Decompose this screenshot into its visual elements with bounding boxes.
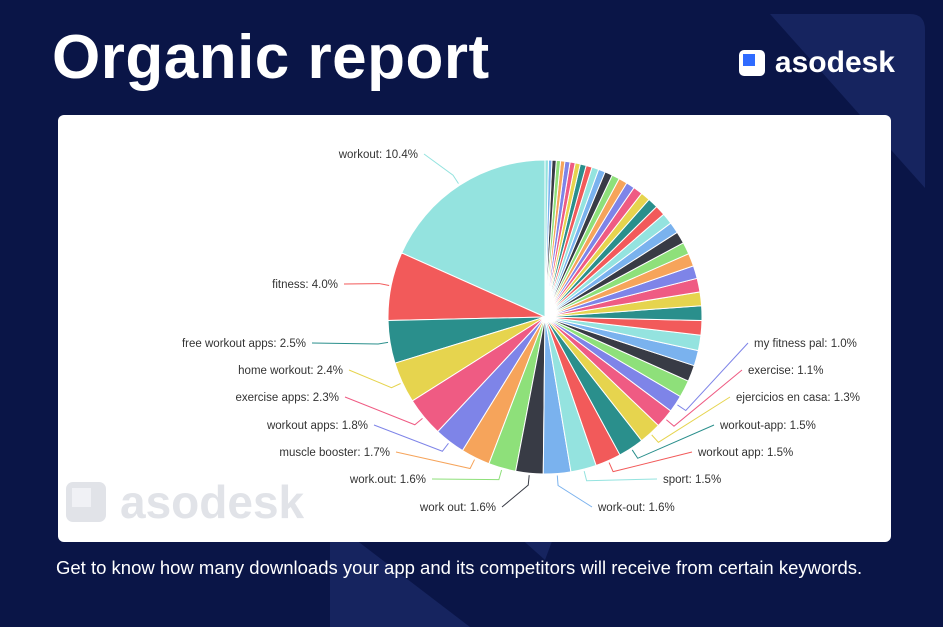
brand-logo: asodesk [738, 46, 895, 80]
pie-connector-line [666, 369, 743, 427]
pie-slice-label: exercise: 1.1% [748, 365, 823, 377]
pie-slice-label: sport: 1.5% [663, 474, 721, 486]
pie-slice-label: workout apps: 1.8% [266, 420, 368, 432]
pie-slice-label: workout app: 1.5% [697, 447, 793, 459]
chart-card: asodesk workout: 10.4% fitness: 4.0% free … [58, 115, 891, 542]
pie-slice-label: fitness: 4.0% [272, 279, 338, 291]
pie-connector-line [608, 451, 693, 473]
pie-connector-line [501, 475, 530, 508]
pie-slice-label: work-out: 1.6% [597, 502, 675, 514]
pie-connector-line [395, 451, 475, 470]
pie-slice-label: work.out: 1.6% [349, 474, 426, 486]
pie-connector-line [348, 369, 401, 389]
pie-connector-line [373, 424, 449, 452]
pie-slice [544, 159, 549, 318]
pie-slice-label: home workout: 2.4% [238, 365, 343, 377]
pie-connector-line [344, 396, 423, 426]
pie-connector-line [343, 283, 390, 287]
watermark-text: asodesk [120, 476, 305, 528]
asodesk-logo-icon [738, 50, 765, 76]
watermark: asodesk [66, 475, 304, 529]
pie-slice-label: work out: 1.6% [419, 502, 496, 514]
pie-connector-line [583, 470, 658, 482]
pie-connector-line [631, 424, 715, 459]
pie-slice-label: free workout apps: 2.5% [182, 338, 306, 350]
pie-slice-label: workout: 10.4% [338, 149, 418, 161]
pie-connector-line [677, 342, 749, 412]
pie-slice-labeled [401, 159, 546, 318]
pie-slice-label: muscle booster: 1.7% [279, 447, 390, 459]
pie-connector-line [651, 396, 731, 443]
pie-chart: workout: 10.4% fitness: 4.0% free workout … [182, 149, 860, 514]
pie-connector-line [423, 153, 459, 184]
pie-slice-label: my fitness pal: 1.0% [754, 338, 857, 350]
caption-text: Get to know how many downloads your app … [56, 557, 863, 578]
pie-connector-line [431, 469, 503, 481]
pie-slice-label: exercise apps: 2.3% [235, 392, 339, 404]
page-title: Organic report [52, 23, 490, 92]
pie-connector-line [311, 341, 389, 345]
asodesk-watermark-icon [66, 482, 106, 522]
pie-connector-line [556, 475, 593, 508]
pie-slice-label: workout-app: 1.5% [719, 420, 816, 432]
brand-name: asodesk [774, 46, 895, 79]
pie-slice-label: ejercicios en casa: 1.3% [736, 392, 860, 404]
